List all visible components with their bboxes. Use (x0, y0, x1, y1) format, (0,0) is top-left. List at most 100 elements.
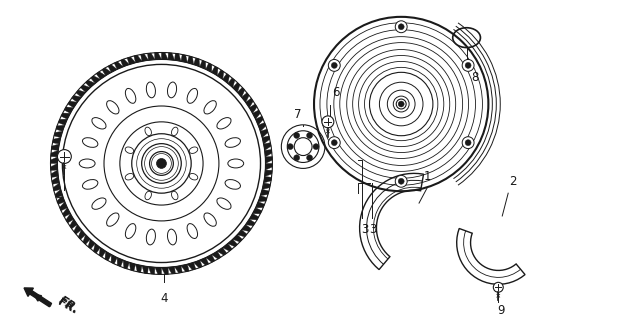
Polygon shape (265, 170, 272, 177)
Polygon shape (76, 90, 85, 97)
Polygon shape (187, 262, 196, 270)
Text: FR.: FR. (56, 294, 82, 316)
Polygon shape (155, 267, 161, 275)
Polygon shape (148, 267, 155, 274)
Polygon shape (94, 244, 100, 253)
Polygon shape (154, 52, 161, 60)
Text: 4: 4 (161, 292, 168, 305)
Polygon shape (66, 213, 73, 223)
Polygon shape (211, 66, 218, 76)
Polygon shape (187, 56, 194, 65)
Polygon shape (260, 129, 268, 138)
Polygon shape (263, 143, 271, 150)
Polygon shape (161, 267, 168, 274)
Polygon shape (64, 107, 73, 113)
Polygon shape (135, 264, 142, 272)
Circle shape (462, 137, 474, 148)
Polygon shape (88, 239, 95, 249)
Polygon shape (51, 144, 60, 150)
Polygon shape (80, 85, 91, 92)
Polygon shape (246, 98, 253, 108)
Circle shape (322, 116, 334, 128)
Polygon shape (200, 258, 209, 265)
Polygon shape (111, 255, 117, 264)
Polygon shape (233, 83, 240, 92)
Polygon shape (233, 235, 242, 242)
Polygon shape (74, 225, 81, 234)
Polygon shape (256, 202, 265, 208)
Polygon shape (228, 78, 235, 88)
Circle shape (294, 132, 299, 139)
Polygon shape (70, 219, 77, 229)
Polygon shape (56, 125, 65, 131)
Polygon shape (68, 101, 77, 108)
Polygon shape (121, 59, 129, 67)
Text: 9: 9 (498, 304, 505, 317)
Polygon shape (181, 264, 189, 272)
Polygon shape (194, 58, 200, 67)
Polygon shape (263, 177, 272, 183)
Text: 2: 2 (510, 175, 517, 188)
Circle shape (331, 62, 337, 68)
Polygon shape (61, 113, 70, 119)
Circle shape (331, 140, 337, 146)
Polygon shape (51, 150, 58, 157)
Polygon shape (72, 95, 81, 102)
Polygon shape (249, 104, 257, 113)
Circle shape (313, 144, 319, 149)
Polygon shape (54, 131, 63, 138)
Polygon shape (242, 93, 249, 102)
Polygon shape (96, 72, 106, 79)
Polygon shape (51, 157, 58, 164)
Polygon shape (217, 248, 227, 255)
Text: 1: 1 (423, 170, 430, 183)
Polygon shape (134, 55, 142, 63)
Circle shape (493, 282, 503, 292)
Polygon shape (258, 123, 266, 131)
Polygon shape (108, 65, 117, 72)
Polygon shape (83, 235, 91, 244)
Polygon shape (168, 53, 175, 60)
Circle shape (306, 155, 313, 161)
Text: 3: 3 (369, 223, 376, 236)
Polygon shape (142, 266, 148, 274)
Polygon shape (99, 248, 106, 257)
Polygon shape (253, 208, 262, 214)
Polygon shape (55, 189, 63, 198)
Text: 7: 7 (294, 108, 302, 121)
Polygon shape (262, 183, 270, 189)
Polygon shape (57, 196, 65, 204)
Circle shape (398, 101, 404, 107)
Polygon shape (52, 177, 60, 184)
Polygon shape (265, 164, 272, 170)
Polygon shape (51, 164, 58, 171)
Polygon shape (51, 170, 58, 177)
Polygon shape (253, 110, 260, 119)
Polygon shape (194, 260, 203, 268)
Circle shape (329, 60, 340, 71)
Polygon shape (249, 213, 259, 220)
Polygon shape (200, 60, 206, 69)
Circle shape (287, 144, 293, 149)
Polygon shape (206, 255, 215, 262)
Polygon shape (53, 138, 61, 144)
Circle shape (329, 137, 340, 148)
Circle shape (396, 99, 406, 109)
Text: 8: 8 (472, 71, 479, 84)
Polygon shape (127, 57, 135, 65)
Polygon shape (175, 266, 182, 273)
Polygon shape (175, 53, 181, 61)
Circle shape (465, 140, 471, 146)
Polygon shape (256, 116, 263, 125)
Polygon shape (63, 208, 70, 217)
Circle shape (58, 149, 72, 164)
Polygon shape (91, 76, 100, 83)
Polygon shape (168, 267, 175, 274)
Polygon shape (85, 80, 95, 88)
Polygon shape (206, 63, 212, 72)
Circle shape (294, 155, 299, 161)
Polygon shape (53, 183, 61, 191)
Polygon shape (265, 156, 272, 164)
Text: FR.: FR. (56, 297, 79, 316)
Circle shape (156, 158, 166, 168)
